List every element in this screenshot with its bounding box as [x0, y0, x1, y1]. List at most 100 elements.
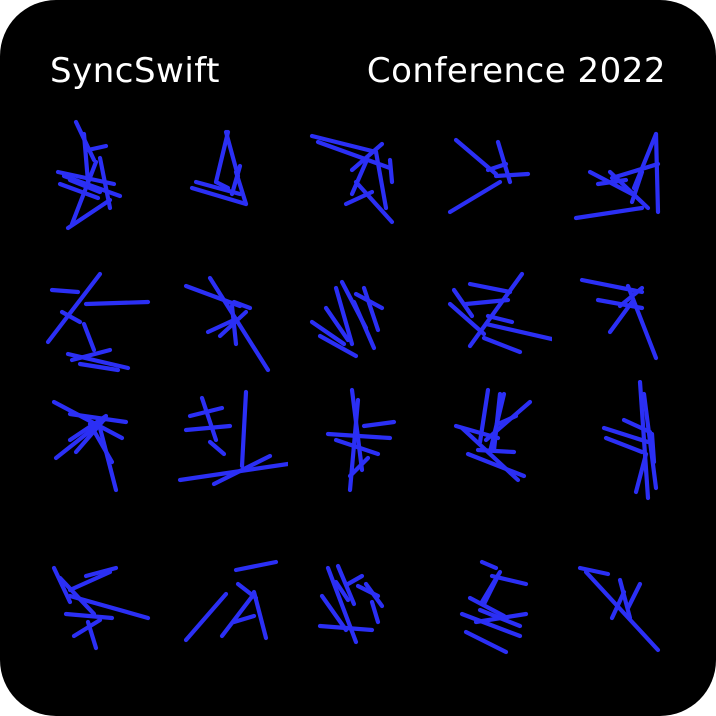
- glyph-r3c2-stroke-6: [187, 405, 225, 419]
- glyph-r1c4-stroke-4: [495, 139, 513, 185]
- glyph-r3c3-stroke-5: [333, 437, 381, 457]
- glyph-r2c2-stroke-4: [231, 299, 253, 311]
- glyph-r3c5-stroke-3: [633, 451, 649, 495]
- glyph-r4c2-stroke-4: [251, 589, 269, 641]
- glyph-r2c3-stroke-2: [323, 305, 351, 343]
- glyph-r4c5-stroke-2: [583, 569, 661, 653]
- event-title: Conference 2022: [366, 51, 666, 91]
- glyph-r1c2-stroke-3: [189, 185, 249, 207]
- glyph-r1c4-stroke-5: [485, 161, 509, 173]
- glyph-r2c1: [40, 264, 152, 394]
- glyph-r4c3: [306, 556, 418, 686]
- glyph-r2c5-stroke-5: [617, 285, 645, 309]
- glyph-r1c1-stroke-6: [69, 159, 99, 227]
- glyph-r4c3-stroke-5: [345, 573, 365, 587]
- glyph-r3c5-stroke-6: [603, 435, 645, 455]
- glyph-r3c3-stroke-3: [325, 431, 393, 441]
- glyph-r3c2-stroke-3: [239, 389, 249, 469]
- glyph-r1c1-stroke-7: [65, 197, 113, 231]
- glyph-r1c5: [572, 112, 684, 242]
- glyph-r4c1-stroke-6: [63, 611, 115, 621]
- glyph-r2c4-stroke-2: [451, 287, 475, 319]
- glyph-r1c3-stroke-3: [373, 149, 389, 211]
- glyph-r4c5-stroke-4: [609, 589, 627, 621]
- glyph-r2c2-stroke-1: [183, 283, 243, 309]
- glyph-r3c2: [176, 380, 288, 510]
- glyph-r4c5-stroke-5: [625, 581, 643, 611]
- glyph-r3c4-stroke-8: [487, 391, 507, 455]
- glyph-r4c3-stroke-4: [335, 563, 357, 607]
- glyph-r3c5-stroke-1: [641, 391, 659, 491]
- glyph-r1c4-stroke-2: [447, 179, 503, 215]
- glyph-r1c3-stroke-5: [349, 141, 385, 173]
- glyph-r1c3-stroke-8: [387, 157, 395, 185]
- glyph-r3c4-stroke-7: [477, 387, 491, 445]
- glyph-r3c3-stroke-6: [347, 455, 371, 479]
- glyph-r3c2-stroke-2: [211, 453, 273, 487]
- glyph-r4c3-stroke-9: [317, 623, 375, 633]
- glyph-r4c1-stroke-5: [83, 565, 119, 579]
- glyph-r2c4-stroke-8: [467, 281, 513, 295]
- glyph-r3c5-stroke-4: [601, 425, 651, 445]
- glyph-r4c3-stroke-1: [319, 593, 349, 633]
- glyph-r4c5-stroke-3: [617, 577, 633, 621]
- glyph-r2c1-stroke-1: [49, 287, 81, 295]
- glyph-r1c5-stroke-3: [573, 205, 645, 221]
- glyph-r1c2-stroke-2: [213, 129, 231, 185]
- glyph-r4c2: [176, 556, 288, 686]
- glyph-r4c2-stroke-6: [183, 591, 229, 643]
- glyph-r2c1-stroke-6: [77, 361, 121, 373]
- glyph-r3c3: [306, 380, 418, 510]
- glyph-r3c1-stroke-4: [97, 425, 119, 493]
- glyph-r2c2-stroke-2: [207, 275, 271, 373]
- glyph-r4c1-stroke-1: [51, 565, 73, 605]
- glyph-r2c1-stroke-8: [81, 321, 97, 353]
- glyph-r1c5-stroke-6: [609, 161, 661, 181]
- glyph-r3c5-stroke-7: [649, 431, 657, 465]
- glyph-r4c2-stroke-1: [219, 591, 257, 639]
- glyph-r2c4-stroke-6: [485, 313, 515, 325]
- glyph-r1c2-stroke-6: [229, 163, 243, 197]
- glyph-r2c1-stroke-2: [45, 271, 103, 345]
- glyph-r1c3-stroke-4: [353, 179, 395, 225]
- glyph-r1c4: [440, 112, 552, 242]
- glyph-r2c4-stroke-7: [481, 335, 523, 355]
- glyph-r1c4-stroke-3: [493, 171, 531, 179]
- glyph-r1c1-stroke-9: [85, 143, 109, 153]
- brand-title: SyncSwift: [50, 51, 220, 91]
- glyph-r4c5-stroke-1: [577, 565, 611, 577]
- glyph-r1c3: [306, 112, 418, 242]
- glyph-r3c4-stroke-3: [475, 447, 517, 455]
- glyph-r4c1: [40, 556, 152, 686]
- glyph-r1c3-stroke-6: [343, 189, 375, 207]
- glyph-r2c4-stroke-5: [483, 321, 552, 342]
- glyph-r4c4-stroke-8: [477, 607, 523, 629]
- glyph-r1c1-stroke-8: [97, 155, 113, 211]
- glyph-r3c1: [40, 380, 152, 510]
- glyph-grid: [40, 112, 680, 672]
- glyph-r3c1-stroke-1: [51, 399, 125, 441]
- glyph-r4c4: [440, 556, 552, 686]
- glyph-r4c1-stroke-8: [85, 619, 99, 651]
- glyph-r2c3-stroke-3: [333, 285, 355, 347]
- glyph-r2c5-stroke-4: [607, 299, 635, 335]
- glyph-r2c3-stroke-6: [351, 299, 377, 351]
- glyph-r4c4-stroke-7: [463, 629, 509, 655]
- glyph-r1c2: [176, 112, 288, 242]
- glyph-r4c2-stroke-5: [231, 613, 257, 625]
- glyph-r2c1-stroke-7: [69, 347, 113, 363]
- glyph-r4c3-stroke-3: [333, 579, 351, 603]
- glyph-r3c2-stroke-7: [207, 439, 227, 457]
- glyph-r3c1-stroke-6: [73, 419, 105, 455]
- glyph-r1c1-stroke-10: [67, 177, 103, 195]
- glyph-r4c3-stroke-8: [369, 599, 381, 625]
- glyph-r2c5-stroke-1: [579, 277, 645, 295]
- glyph-r1c5-stroke-7: [595, 177, 629, 187]
- glyph-r1c5-stroke-1: [653, 131, 661, 215]
- glyph-r1c2-stroke-7: [213, 179, 231, 191]
- glyph-r2c2-stroke-6: [205, 317, 237, 335]
- glyph-r4c1-stroke-3: [67, 569, 113, 593]
- glyph-r2c1-stroke-3: [59, 309, 83, 325]
- glyph-r3c2-stroke-5: [183, 423, 233, 433]
- glyph-r3c4-stroke-9: [465, 451, 527, 479]
